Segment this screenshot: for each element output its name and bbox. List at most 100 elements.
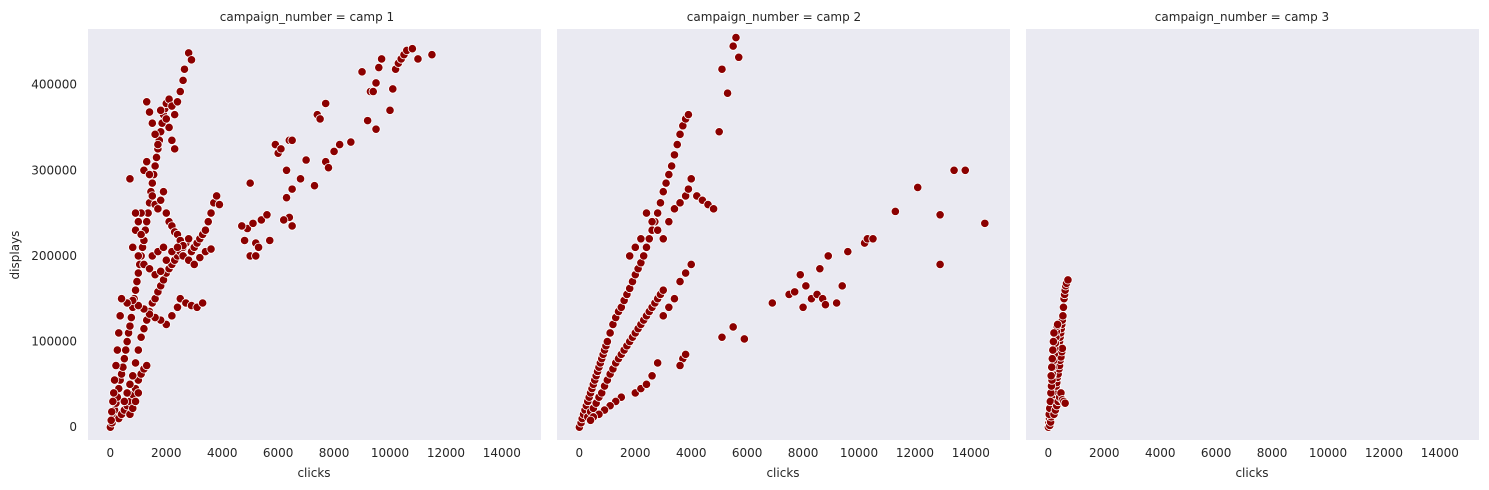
scatter-point [144,169,155,180]
scatter-point [153,139,163,150]
x-tick-label: 2000 [1089,446,1120,460]
scatter-point [109,375,120,385]
scatter-point [315,114,325,124]
scatter-point [198,298,208,308]
scatter-point [832,298,842,308]
scatter-point [913,182,923,193]
scatter-point [980,218,990,228]
panel-1-title: campaign_number = camp 1 [220,10,394,24]
scatter-point [206,208,216,218]
scatter-point [357,67,367,77]
scatter-point [653,358,663,368]
scatter-point [281,165,292,175]
x-tick-label: 6000 [263,446,294,460]
x-tick-label: 2000 [151,446,182,460]
scatter-point [346,137,356,147]
x-tick-label: 10000 [371,446,409,460]
scatter-point [647,217,657,227]
scatter-point [1058,302,1069,312]
scatter-point [368,86,378,97]
scatter-point [672,139,682,150]
scatter-point [681,268,691,278]
scatter-point [147,178,157,188]
scatter-point [119,354,129,364]
scatter-point [150,161,160,171]
scatter-point [1048,336,1059,347]
scatter-point [388,84,398,94]
scatter-point [605,328,615,338]
scatter-point [1057,343,1067,353]
scatter-point [837,281,847,291]
scatter-point [1049,328,1059,338]
scatter-point [144,264,155,274]
scatter-point [133,388,143,398]
scatter-point [868,234,878,244]
scatter-point [820,300,831,310]
scatter-point [262,210,272,220]
scatter-point [112,345,122,355]
scatter-point [377,54,387,64]
scatter-point [664,169,674,180]
panel-2-points [574,32,990,432]
scatter-point [122,336,132,347]
scatter-point [1047,362,1057,372]
scatter-point [144,309,155,319]
scatter-point [178,75,188,85]
scatter-point [128,242,138,252]
scatter-point [295,174,306,184]
scatter-point [815,264,825,274]
panel-3: campaign_number = camp 3 0 2000 4000 6000 80… [1026,10,1479,480]
scatter-point [717,64,727,74]
scatter-point [125,321,135,331]
scatter-point [186,55,197,65]
scatter-point [717,332,727,342]
scatter-point [385,105,395,115]
scatter-point [133,217,143,227]
scatter-point [128,371,138,381]
scatter-point [184,234,194,244]
scatter-point [669,204,680,214]
scatter-point [801,281,811,291]
scatter-point [371,124,381,134]
scatter-point [111,360,121,371]
scatter-point [179,64,190,74]
scatter-point [669,150,680,160]
scatter-point [427,50,437,60]
y-tick-label: 0 [69,420,77,434]
scatter-point [1046,371,1056,381]
scatter-point [823,251,833,261]
x-tick-label: 14000 [952,446,990,460]
x-tick-label: 0 [576,446,584,460]
scatter-point [167,135,177,145]
scatter-point [115,311,125,321]
scatter-point [170,144,180,154]
scatter-point [206,244,216,254]
scatter-point [172,242,183,252]
scatter-point [287,135,297,145]
panel-1-y-ticks: 0 100000 200000 300000 400000 [31,78,77,435]
y-tick-label: 400000 [31,78,77,92]
x-tick-label: 12000 [896,446,934,460]
y-axis-label: displays [8,231,22,280]
scatter-point [636,234,646,244]
scatter-point [172,97,183,107]
scatter-point [265,235,275,246]
scatter-point [156,105,166,115]
scatter-point [675,276,685,287]
panel-3-title: campaign_number = camp 3 [1155,10,1329,24]
scatter-point [795,270,805,280]
scatter-point [139,324,149,334]
scatter-point [133,345,143,355]
scatter-point [106,415,116,425]
scatter-point [602,336,612,347]
scatter-point [790,287,800,297]
scatter-point [641,379,652,389]
x-tick-label: 10000 [840,446,878,460]
x-tick-label: 10000 [1309,446,1347,460]
scatter-point [413,54,423,64]
scatter-point [683,110,694,120]
scatter-point [681,349,691,359]
scatter-point [130,396,141,407]
scatter-point [669,294,680,304]
scatter-point [144,107,155,117]
